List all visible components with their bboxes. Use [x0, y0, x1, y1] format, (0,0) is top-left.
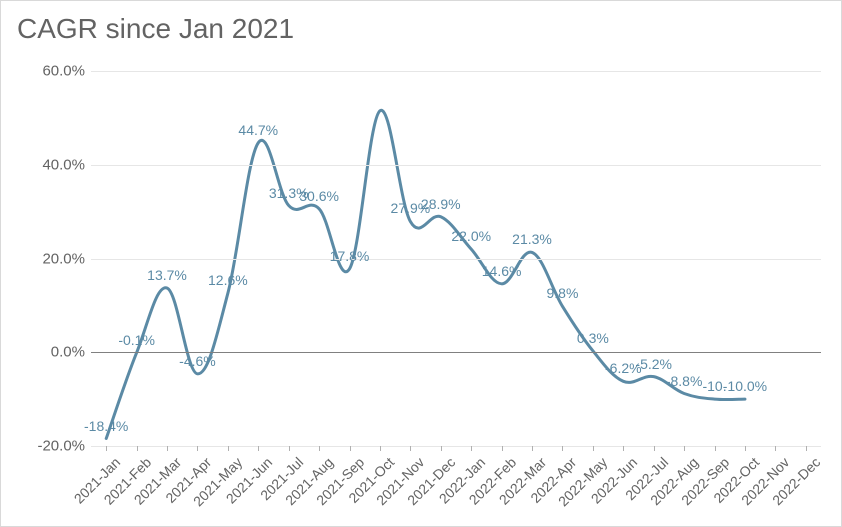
data-label: 9.8%: [546, 286, 578, 302]
x-axis: 2021-Jan2021-Feb2021-Mar2021-Apr2021-May…: [91, 446, 821, 526]
data-label: -4.6%: [179, 353, 216, 369]
data-label: -10.0%: [723, 378, 767, 394]
y-tick-label: 0.0%: [51, 344, 85, 361]
data-label: -5.2%: [635, 356, 672, 372]
data-label: -18.4%: [84, 418, 128, 434]
y-tick-label: -20.0%: [37, 438, 85, 455]
data-label: 17.8%: [330, 248, 370, 264]
y-tick-label: 40.0%: [42, 156, 85, 173]
chart-title: CAGR since Jan 2021: [17, 13, 294, 45]
plot-area: -18.4%-0.1%13.7%-4.6%12.6%44.7%31.3%30.6…: [91, 71, 821, 446]
y-tick-label: 60.0%: [42, 63, 85, 80]
data-label: -0.1%: [118, 332, 155, 348]
data-label: -8.8%: [666, 373, 703, 389]
gridline: [91, 259, 821, 260]
y-axis: -20.0%0.0%20.0%40.0%60.0%: [1, 71, 91, 446]
data-label: 21.3%: [512, 232, 552, 248]
data-label: 28.9%: [421, 196, 461, 212]
data-label: 13.7%: [147, 267, 187, 283]
data-label: 30.6%: [299, 188, 339, 204]
data-label: 44.7%: [238, 122, 278, 138]
gridline: [91, 71, 821, 72]
data-label: 0.3%: [577, 330, 609, 346]
chart-container: CAGR since Jan 2021 -20.0% 0.0% 20.0% 40.0%…: [0, 0, 842, 527]
y-tick-label: 20.0%: [42, 250, 85, 267]
data-label: 22.0%: [451, 228, 491, 244]
data-label: 14.6%: [482, 263, 522, 279]
gridline: [91, 165, 821, 166]
data-label: 12.6%: [208, 272, 248, 288]
